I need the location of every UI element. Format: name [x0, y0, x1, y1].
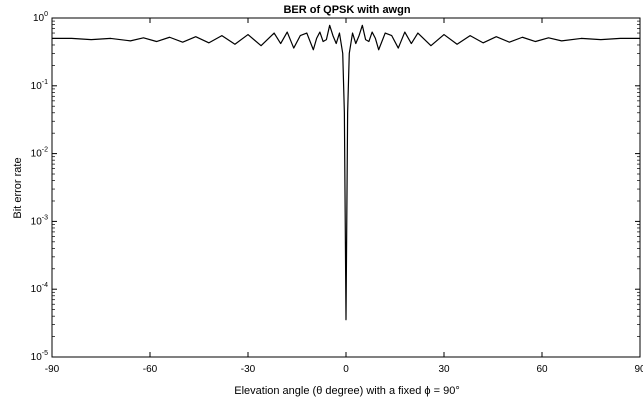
- x-axis-label: Elevation angle (θ degree) with a fixed …: [234, 385, 460, 397]
- y-tick-label: 10-4: [31, 282, 48, 295]
- y-tick-label: 10-5: [31, 350, 48, 363]
- x-tick-label: -90: [45, 364, 60, 375]
- y-tick-label: 100: [33, 11, 48, 24]
- y-tick-label: 10-1: [31, 79, 48, 92]
- x-tick-label: 90: [634, 364, 643, 375]
- x-tick-label: -60: [143, 364, 158, 375]
- y-axis-label: Bit error rate: [12, 157, 24, 218]
- y-tick-label: 10-3: [31, 214, 48, 227]
- plot-area: [51, 17, 641, 358]
- x-axis: -90 -60 -30 0 30 60 90: [45, 18, 643, 375]
- y-axis: 10-5 10-4 10-3 10-2 10-1 100: [31, 11, 640, 363]
- x-tick-label: -30: [241, 364, 256, 375]
- x-tick-label: 30: [438, 364, 450, 375]
- series-line-0: [52, 24, 640, 321]
- y-tick-label: 10-2: [31, 147, 48, 160]
- x-tick-label: 60: [536, 364, 548, 375]
- chart-title: BER of QPSK with awgn: [283, 4, 410, 16]
- x-tick-label: 0: [343, 364, 349, 375]
